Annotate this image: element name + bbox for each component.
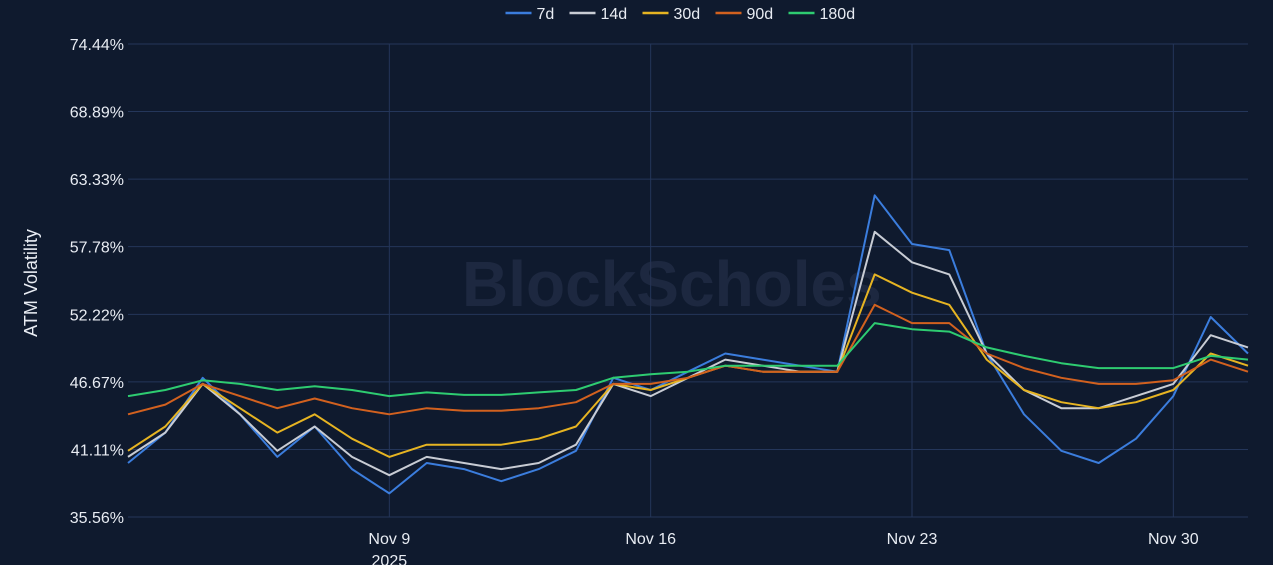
- legend: 7d 14d 30d 90d 180d: [505, 6, 856, 23]
- y-tick-label: 35.56%: [70, 510, 124, 527]
- series-line-90d: [127, 303, 1249, 416]
- watermark-text: BlockScholes: [462, 248, 882, 320]
- x-tick-sublabel: 2025: [372, 553, 408, 565]
- series-layer: [127, 194, 1249, 495]
- x-axis-ticks: Nov 9 2025 Nov 16 Nov 23 Nov 30: [368, 531, 1198, 565]
- series-line-7d: [127, 194, 1249, 495]
- y-tick-label: 74.44%: [70, 37, 124, 54]
- legend-label-180d: 180d: [820, 6, 856, 23]
- legend-label-7d: 7d: [537, 6, 555, 23]
- x-tick-label: Nov 16: [625, 531, 676, 548]
- y-tick-label: 52.22%: [70, 307, 124, 324]
- y-tick-label: 63.33%: [70, 172, 124, 189]
- y-axis-ticks: 74.44% 68.89% 63.33% 57.78% 52.22% 46.67% 41.1…: [70, 37, 124, 527]
- legend-label-30d: 30d: [674, 6, 701, 23]
- x-tick-label: Nov 9: [368, 531, 410, 548]
- grid-layer: [128, 43, 1248, 518]
- x-tick-label: Nov 23: [887, 531, 938, 548]
- legend-label-14d: 14d: [601, 6, 628, 23]
- y-tick-label: 57.78%: [70, 240, 124, 257]
- legend-label-90d: 90d: [747, 6, 774, 23]
- y-tick-label: 68.89%: [70, 105, 124, 122]
- y-tick-label: 46.67%: [70, 375, 124, 392]
- y-axis-title: ATM Volatility: [21, 229, 41, 337]
- series-line-180d: [127, 322, 1249, 398]
- x-tick-label: Nov 30: [1148, 531, 1199, 548]
- y-tick-label: 41.11%: [71, 442, 124, 459]
